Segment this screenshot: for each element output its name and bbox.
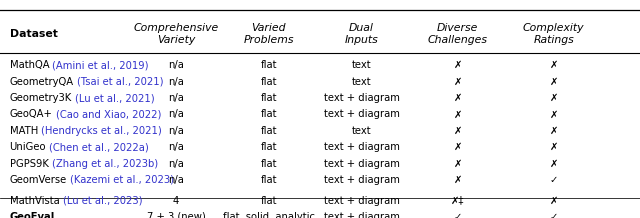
Text: ✗: ✗ — [453, 126, 462, 136]
Text: ✗: ✗ — [453, 142, 462, 152]
Text: flat: flat — [260, 196, 277, 206]
Text: text: text — [352, 60, 371, 70]
Text: MathVista: MathVista — [10, 196, 60, 206]
Text: (Kazemi et al., 2023): (Kazemi et al., 2023) — [70, 175, 174, 185]
Text: PGPS9K: PGPS9K — [10, 158, 49, 169]
Text: Complexity
Ratings: Complexity Ratings — [523, 23, 584, 45]
Text: n/a: n/a — [168, 93, 184, 103]
Text: flat: flat — [260, 175, 277, 185]
Text: ✓: ✓ — [453, 212, 462, 218]
Text: text: text — [352, 126, 371, 136]
Text: ✗: ✗ — [453, 93, 462, 103]
Text: n/a: n/a — [168, 126, 184, 136]
Text: ✓: ✓ — [549, 212, 558, 218]
Text: (Cao and Xiao, 2022): (Cao and Xiao, 2022) — [56, 109, 161, 119]
Text: ✗: ✗ — [453, 109, 462, 119]
Text: ✗: ✗ — [549, 60, 558, 70]
Text: MATH: MATH — [10, 126, 38, 136]
Text: (Amini et al., 2019): (Amini et al., 2019) — [52, 60, 149, 70]
Text: GeomVerse: GeomVerse — [10, 175, 67, 185]
Text: GeoEval: GeoEval — [10, 212, 55, 218]
Text: UniGeo: UniGeo — [10, 142, 46, 152]
Text: n/a: n/a — [168, 158, 184, 169]
Text: ✗: ✗ — [549, 142, 558, 152]
Text: flat: flat — [260, 93, 277, 103]
Text: text + diagram: text + diagram — [324, 196, 399, 206]
Text: n/a: n/a — [168, 142, 184, 152]
Text: (Zhang et al., 2023b): (Zhang et al., 2023b) — [52, 158, 158, 169]
Text: Geometry3K: Geometry3K — [10, 93, 72, 103]
Text: 7 + 3 (new): 7 + 3 (new) — [147, 212, 205, 218]
Text: ✗: ✗ — [453, 60, 462, 70]
Text: Dataset: Dataset — [10, 29, 58, 39]
Text: ✗: ✗ — [453, 175, 462, 185]
Text: GeometryQA: GeometryQA — [10, 77, 74, 87]
Text: n/a: n/a — [168, 175, 184, 185]
Text: (Tsai et al., 2021): (Tsai et al., 2021) — [77, 77, 163, 87]
Text: GeoQA+: GeoQA+ — [10, 109, 52, 119]
Text: Diverse
Challenges: Diverse Challenges — [428, 23, 488, 45]
Text: ✗: ✗ — [549, 158, 558, 169]
Text: ✗: ✗ — [549, 109, 558, 119]
Text: ✓: ✓ — [549, 175, 558, 185]
Text: MathQA: MathQA — [10, 60, 49, 70]
Text: ✗: ✗ — [453, 158, 462, 169]
Text: 4: 4 — [173, 196, 179, 206]
Text: text + diagram: text + diagram — [324, 175, 399, 185]
Text: flat: flat — [260, 126, 277, 136]
Text: text + diagram: text + diagram — [324, 93, 399, 103]
Text: text + diagram: text + diagram — [324, 109, 399, 119]
Text: ✗: ✗ — [549, 93, 558, 103]
Text: text + diagram: text + diagram — [324, 158, 399, 169]
Text: n/a: n/a — [168, 109, 184, 119]
Text: flat: flat — [260, 158, 277, 169]
Text: ✗: ✗ — [453, 77, 462, 87]
Text: text: text — [352, 77, 371, 87]
Text: flat: flat — [260, 77, 277, 87]
Text: (Lu et al., 2023): (Lu et al., 2023) — [63, 196, 142, 206]
Text: n/a: n/a — [168, 60, 184, 70]
Text: n/a: n/a — [168, 77, 184, 87]
Text: Comprehensive
Variety: Comprehensive Variety — [133, 23, 219, 45]
Text: flat: flat — [260, 60, 277, 70]
Text: flat: flat — [260, 109, 277, 119]
Text: ✗‡: ✗‡ — [451, 196, 465, 206]
Text: (Hendrycks et al., 2021): (Hendrycks et al., 2021) — [41, 126, 162, 136]
Text: flat: flat — [260, 142, 277, 152]
Text: ✗: ✗ — [549, 196, 558, 206]
Text: text + diagram: text + diagram — [324, 142, 399, 152]
Text: (Chen et al., 2022a): (Chen et al., 2022a) — [49, 142, 149, 152]
Text: text + diagram: text + diagram — [324, 212, 399, 218]
Text: ✗: ✗ — [549, 77, 558, 87]
Text: Varied
Problems: Varied Problems — [244, 23, 294, 45]
Text: flat, solid, analytic: flat, solid, analytic — [223, 212, 315, 218]
Text: Dual
Inputs: Dual Inputs — [345, 23, 378, 45]
Text: ✗: ✗ — [549, 126, 558, 136]
Text: (Lu et al., 2021): (Lu et al., 2021) — [75, 93, 155, 103]
